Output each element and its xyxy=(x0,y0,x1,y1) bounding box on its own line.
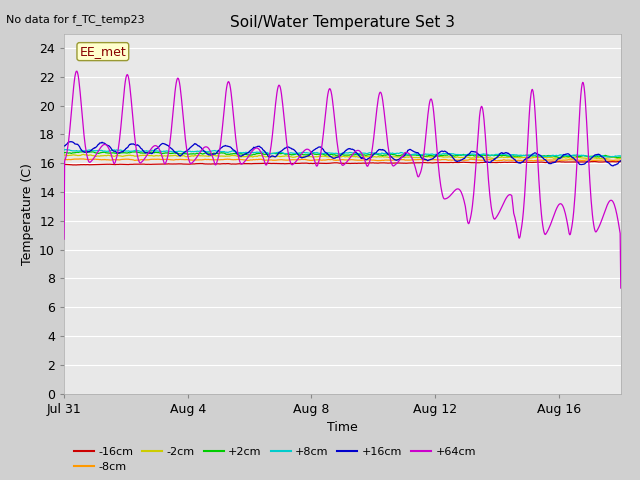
Y-axis label: Temperature (C): Temperature (C) xyxy=(20,163,33,264)
X-axis label: Time: Time xyxy=(327,421,358,434)
Title: Soil/Water Temperature Set 3: Soil/Water Temperature Set 3 xyxy=(230,15,455,30)
Text: EE_met: EE_met xyxy=(79,45,126,58)
Legend: -16cm, -8cm, -2cm, +2cm, +8cm, +16cm, +64cm: -16cm, -8cm, -2cm, +2cm, +8cm, +16cm, +6… xyxy=(70,443,481,477)
Text: No data for f_TC_temp23: No data for f_TC_temp23 xyxy=(6,14,145,25)
